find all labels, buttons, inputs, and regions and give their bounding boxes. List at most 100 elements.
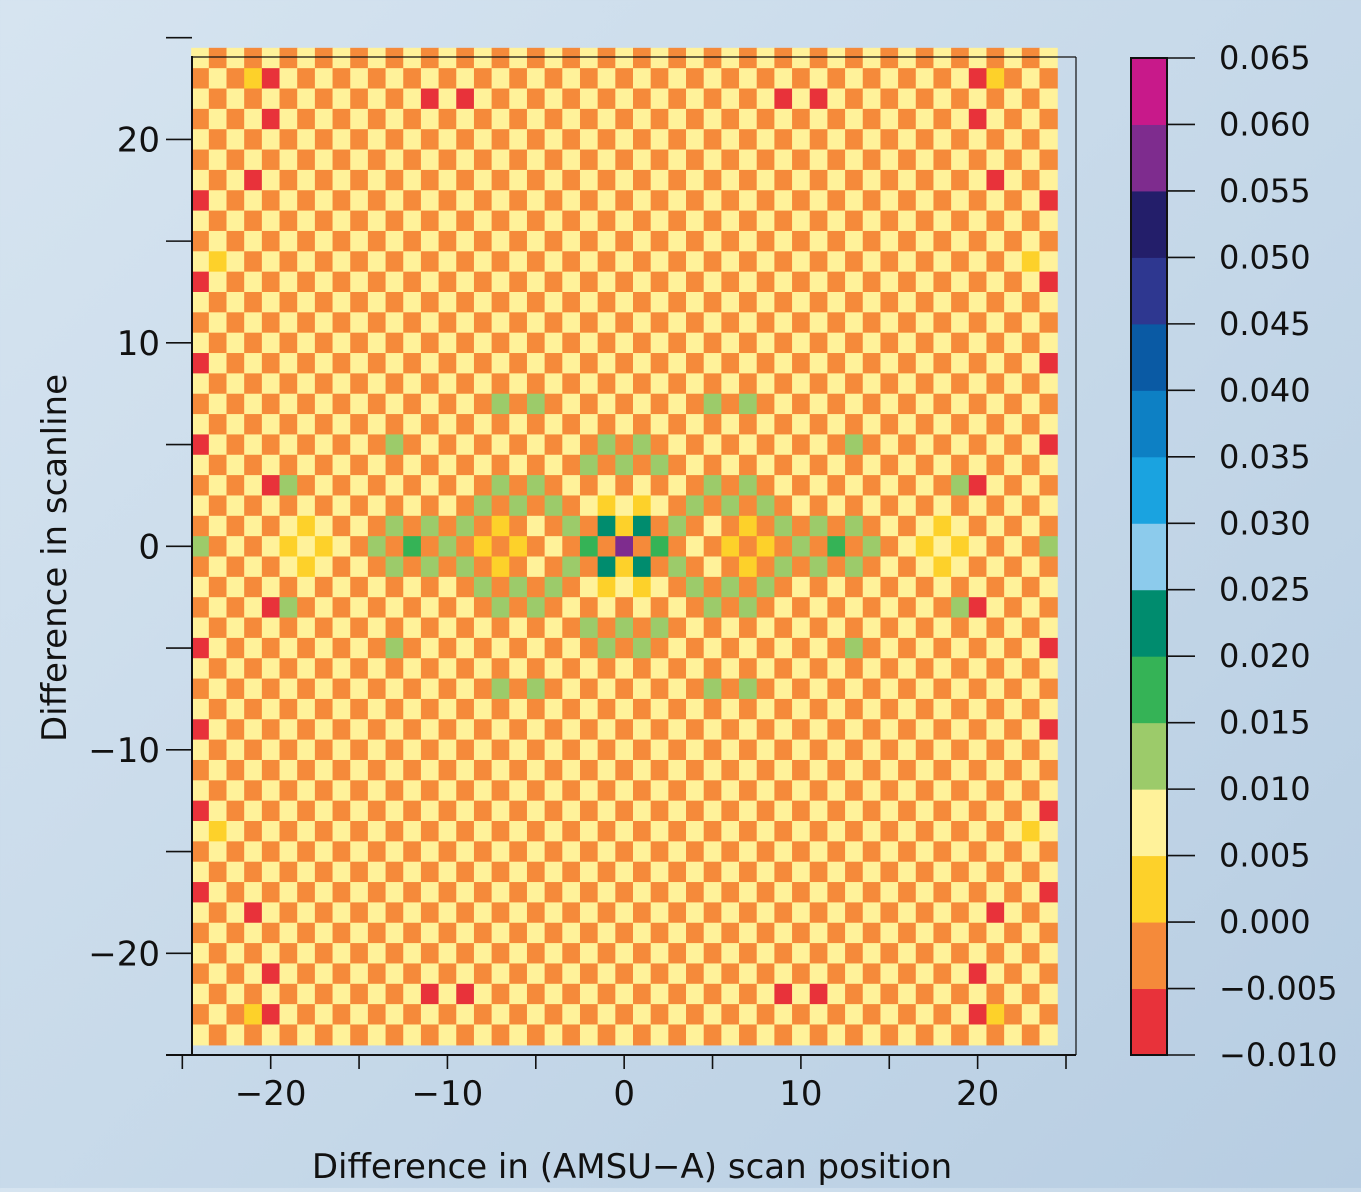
heatmap-cell	[544, 149, 563, 171]
heatmap-cell	[686, 902, 705, 924]
heatmap-cell	[261, 536, 281, 558]
heatmap-cell	[668, 190, 687, 212]
heatmap-cell	[420, 637, 440, 659]
heatmap-cell	[526, 637, 546, 659]
heatmap-cell	[915, 312, 935, 334]
heatmap-cell	[933, 332, 952, 354]
heatmap-cell	[986, 475, 1005, 497]
heatmap-cell	[1021, 658, 1041, 680]
heatmap-cell	[880, 780, 899, 802]
heatmap-cell	[226, 108, 245, 130]
heatmap-cell	[880, 149, 899, 171]
heatmap-cell	[739, 882, 758, 903]
heatmap-cell	[774, 312, 793, 334]
heatmap-cell	[898, 291, 917, 313]
heatmap-cell	[686, 719, 705, 741]
heatmap-cell	[562, 800, 581, 822]
heatmap-cell	[261, 108, 281, 130]
heatmap-cell	[509, 617, 528, 639]
heatmap-cell	[756, 515, 775, 537]
heatmap-cell	[332, 861, 351, 883]
heatmap-cell	[809, 515, 829, 537]
heatmap-cell	[403, 759, 422, 781]
heatmap-cell	[385, 678, 404, 700]
heatmap-cell	[827, 414, 846, 436]
heatmap-cell	[438, 719, 457, 741]
heatmap-cell	[579, 271, 599, 293]
heatmap-cell	[615, 882, 634, 903]
heatmap-cell	[668, 943, 687, 965]
heatmap-cell	[827, 576, 846, 598]
heatmap-cell	[1039, 698, 1058, 720]
heatmap-cell	[350, 129, 369, 151]
heatmap-cell	[473, 393, 493, 415]
heatmap-cell	[650, 1004, 669, 1026]
heatmap-cell	[827, 434, 846, 456]
heatmap-cell	[615, 434, 634, 456]
heatmap-cell	[261, 637, 281, 659]
heatmap-cell	[739, 536, 758, 558]
heatmap-cell	[898, 556, 917, 578]
heatmap-cell	[615, 454, 634, 476]
heatmap-cell	[668, 291, 687, 313]
heatmap-cell	[579, 190, 599, 212]
heatmap-cell	[721, 617, 740, 639]
heatmap-cell	[756, 780, 775, 802]
heatmap-cell	[1039, 719, 1058, 741]
heatmap-cell	[473, 637, 493, 659]
heatmap-cell	[1021, 739, 1041, 761]
heatmap-cell	[915, 230, 935, 252]
heatmap-cell	[721, 271, 740, 293]
heatmap-cell	[650, 454, 669, 476]
heatmap-cell	[367, 576, 387, 598]
heatmap-cell	[403, 332, 422, 354]
heatmap-cell	[703, 597, 722, 619]
heatmap-cell	[544, 495, 563, 517]
heatmap-cell	[597, 414, 616, 436]
heatmap-cell	[367, 190, 387, 212]
heatmap-cell	[350, 1024, 369, 1046]
heatmap-cell	[279, 821, 298, 842]
heatmap-cell	[774, 414, 793, 436]
heatmap-cell	[880, 1004, 899, 1026]
heatmap-cell	[526, 861, 546, 883]
heatmap-cell	[809, 475, 829, 497]
heatmap-cell	[809, 800, 829, 822]
colorbar-segment	[1131, 456, 1167, 524]
heatmap-cell	[473, 515, 493, 537]
heatmap-cell	[792, 739, 811, 761]
heatmap-cell	[579, 821, 599, 842]
heatmap-cell	[491, 47, 510, 69]
heatmap-cell	[986, 251, 1005, 273]
heatmap-cell	[226, 373, 245, 395]
heatmap-cell	[350, 617, 369, 639]
heatmap-cell	[526, 902, 546, 924]
heatmap-cell	[650, 576, 669, 598]
heatmap-cell	[1039, 312, 1058, 334]
heatmap-cell	[367, 1004, 387, 1026]
heatmap-cell	[509, 882, 528, 903]
heatmap-cell	[774, 963, 793, 985]
heatmap-cell	[314, 291, 334, 313]
heatmap-cell	[579, 515, 599, 537]
heatmap-cell	[244, 393, 263, 415]
heatmap-cell	[473, 251, 493, 273]
heatmap-cell	[420, 882, 440, 903]
heatmap-cell	[226, 637, 245, 659]
heatmap-cell	[314, 332, 334, 354]
heatmap-cell	[827, 719, 846, 741]
heatmap-cell	[615, 780, 634, 802]
heatmap-cell	[721, 637, 740, 659]
heatmap-cell	[420, 1024, 440, 1046]
heatmap-cell	[367, 169, 387, 191]
heatmap-cell	[367, 902, 387, 924]
heatmap-cell	[986, 291, 1005, 313]
heatmap-cell	[403, 841, 422, 863]
heatmap-cell	[792, 88, 811, 110]
heatmap-cell	[633, 515, 652, 537]
heatmap-cell	[562, 658, 581, 680]
x-tick-label: 0	[613, 1074, 635, 1114]
heatmap-cell	[332, 393, 351, 415]
heatmap-cell	[827, 800, 846, 822]
heatmap-cell	[208, 800, 228, 822]
